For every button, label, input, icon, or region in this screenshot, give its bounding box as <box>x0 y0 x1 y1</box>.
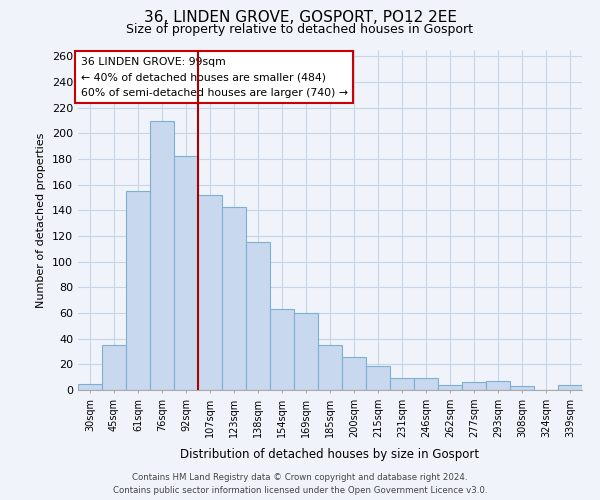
Bar <box>294 313 318 390</box>
Bar <box>438 385 462 390</box>
Bar <box>174 156 198 390</box>
Bar <box>462 382 486 390</box>
Text: 36 LINDEN GROVE: 99sqm
← 40% of detached houses are smaller (484)
60% of semi-de: 36 LINDEN GROVE: 99sqm ← 40% of detached… <box>80 57 347 98</box>
Bar <box>126 191 150 390</box>
Bar <box>366 366 390 390</box>
Bar <box>270 309 294 390</box>
Bar <box>246 242 270 390</box>
X-axis label: Distribution of detached houses by size in Gosport: Distribution of detached houses by size … <box>181 448 479 461</box>
Bar <box>486 381 510 390</box>
Bar <box>510 386 534 390</box>
Bar <box>414 378 438 390</box>
Bar <box>222 206 246 390</box>
Bar <box>558 385 582 390</box>
Bar <box>102 345 126 390</box>
Text: Contains HM Land Registry data © Crown copyright and database right 2024.
Contai: Contains HM Land Registry data © Crown c… <box>113 474 487 495</box>
Bar <box>150 120 174 390</box>
Y-axis label: Number of detached properties: Number of detached properties <box>37 132 46 308</box>
Bar <box>318 345 342 390</box>
Bar <box>78 384 102 390</box>
Text: Size of property relative to detached houses in Gosport: Size of property relative to detached ho… <box>127 22 473 36</box>
Bar <box>198 195 222 390</box>
Bar <box>342 356 366 390</box>
Bar <box>390 378 414 390</box>
Text: 36, LINDEN GROVE, GOSPORT, PO12 2EE: 36, LINDEN GROVE, GOSPORT, PO12 2EE <box>143 10 457 25</box>
